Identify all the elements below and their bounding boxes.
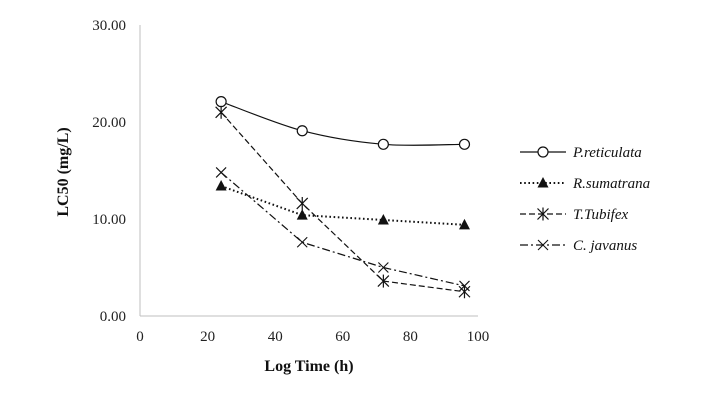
legend-item-c-javanus: C. javanus: [520, 238, 637, 254]
data-point-c-javanus: [215, 167, 227, 178]
data-point-t-tubifex: [215, 105, 228, 119]
data-point-p-reticulata: [296, 125, 308, 137]
legend-label: R.sumatrana: [572, 176, 650, 192]
data-point-t-tubifex: [296, 196, 309, 210]
y-tick-label: 20.00: [92, 115, 126, 131]
series-r-sumatrana: [215, 180, 470, 230]
x-tick-labels: 0 20 40 60 80 100: [136, 329, 489, 345]
legend-marker: [537, 239, 549, 251]
legend: P.reticulata R.sumatrana T.Tubifex C. javan…: [520, 145, 650, 254]
data-point-r-sumatrana: [377, 213, 389, 225]
y-tick-label: 30.00: [92, 18, 126, 34]
data-point-p-reticulata: [377, 138, 389, 150]
data-point-c-javanus: [377, 262, 389, 273]
series-c-javanus: [215, 167, 470, 292]
data-point-c-javanus: [459, 280, 470, 292]
x-tick-label: 0: [136, 329, 144, 345]
y-axis-title: LC50 (mg/L): [55, 127, 72, 216]
legend-item-t-tubifex: T.Tubifex: [520, 207, 628, 223]
legend-marker: [537, 177, 549, 188]
x-tick-label: 20: [200, 329, 215, 345]
x-tick-label: 100: [467, 329, 490, 345]
series-line-t-tubifex: [220, 111, 465, 293]
x-tick-label: 80: [403, 329, 418, 345]
series-t-tubifex: [215, 105, 471, 299]
x-axis-title: Log Time (h): [264, 358, 353, 375]
legend-marker: [537, 146, 549, 158]
legend-label: P.reticulata: [572, 145, 642, 161]
legend-item-r-sumatrana: R.sumatrana: [520, 176, 650, 192]
data-point-t-tubifex: [458, 285, 471, 299]
series-layer: [215, 96, 471, 299]
x-tick-label: 40: [268, 329, 283, 345]
legend-label: C. javanus: [573, 238, 637, 254]
data-point-r-sumatrana: [215, 180, 227, 191]
data-point-r-sumatrana: [458, 218, 470, 230]
y-tick-label: 0.00: [100, 309, 126, 325]
y-tick-label: 10.00: [92, 212, 126, 228]
legend-label: T.Tubifex: [573, 207, 628, 223]
data-point-c-javanus: [296, 236, 308, 248]
legend-item-p-reticulata: P.reticulata: [520, 145, 642, 161]
data-point-t-tubifex: [377, 274, 390, 288]
data-point-p-reticulata: [458, 138, 471, 150]
x-tick-label: 60: [335, 329, 350, 345]
series-line-r-sumatrana: [220, 185, 465, 226]
series-line-p-reticulata: [220, 101, 465, 146]
series-line-c-javanus: [220, 171, 465, 287]
data-point-p-reticulata: [215, 96, 227, 108]
legend-marker: [537, 207, 549, 221]
y-tick-labels: 0.00 10.00 20.00 30.00: [92, 18, 126, 325]
data-point-r-sumatrana: [296, 209, 308, 220]
series-p-reticulata: [215, 96, 471, 150]
